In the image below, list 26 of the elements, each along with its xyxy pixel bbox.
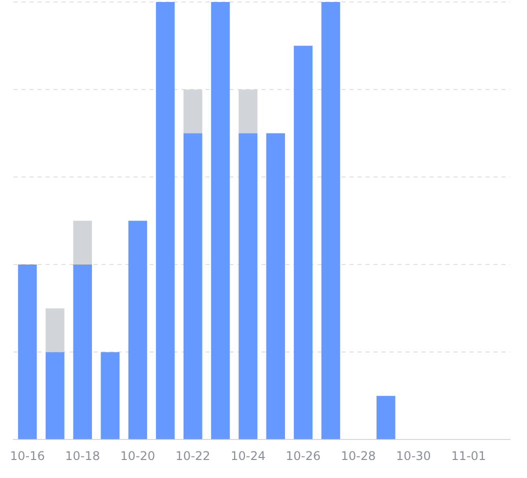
bar xyxy=(73,220,92,265)
bar xyxy=(156,2,175,440)
bar xyxy=(376,396,396,440)
x-tick-label: 10-22 xyxy=(175,448,210,463)
bar xyxy=(18,264,37,440)
bar xyxy=(184,90,202,134)
x-tick-label: 10-20 xyxy=(120,448,156,463)
x-tick-label: 10-28 xyxy=(340,448,376,463)
x-tick-label: 11-01 xyxy=(451,448,486,463)
bar xyxy=(211,2,230,440)
bar xyxy=(128,220,148,440)
bar xyxy=(46,308,64,352)
bar xyxy=(184,133,202,440)
x-tick-label: 10-16 xyxy=(10,448,45,463)
bar xyxy=(46,352,64,440)
x-tick-label: 10-26 xyxy=(286,448,321,463)
bar xyxy=(100,352,120,440)
x-tick-label: 10-30 xyxy=(396,448,431,463)
x-tick-label: 10-18 xyxy=(65,448,100,463)
bar xyxy=(266,133,285,440)
bar xyxy=(238,90,258,134)
bar xyxy=(294,46,313,440)
bar xyxy=(238,133,258,440)
bar xyxy=(73,264,92,440)
x-tick-label: 10-24 xyxy=(230,448,266,463)
bar xyxy=(321,2,340,440)
